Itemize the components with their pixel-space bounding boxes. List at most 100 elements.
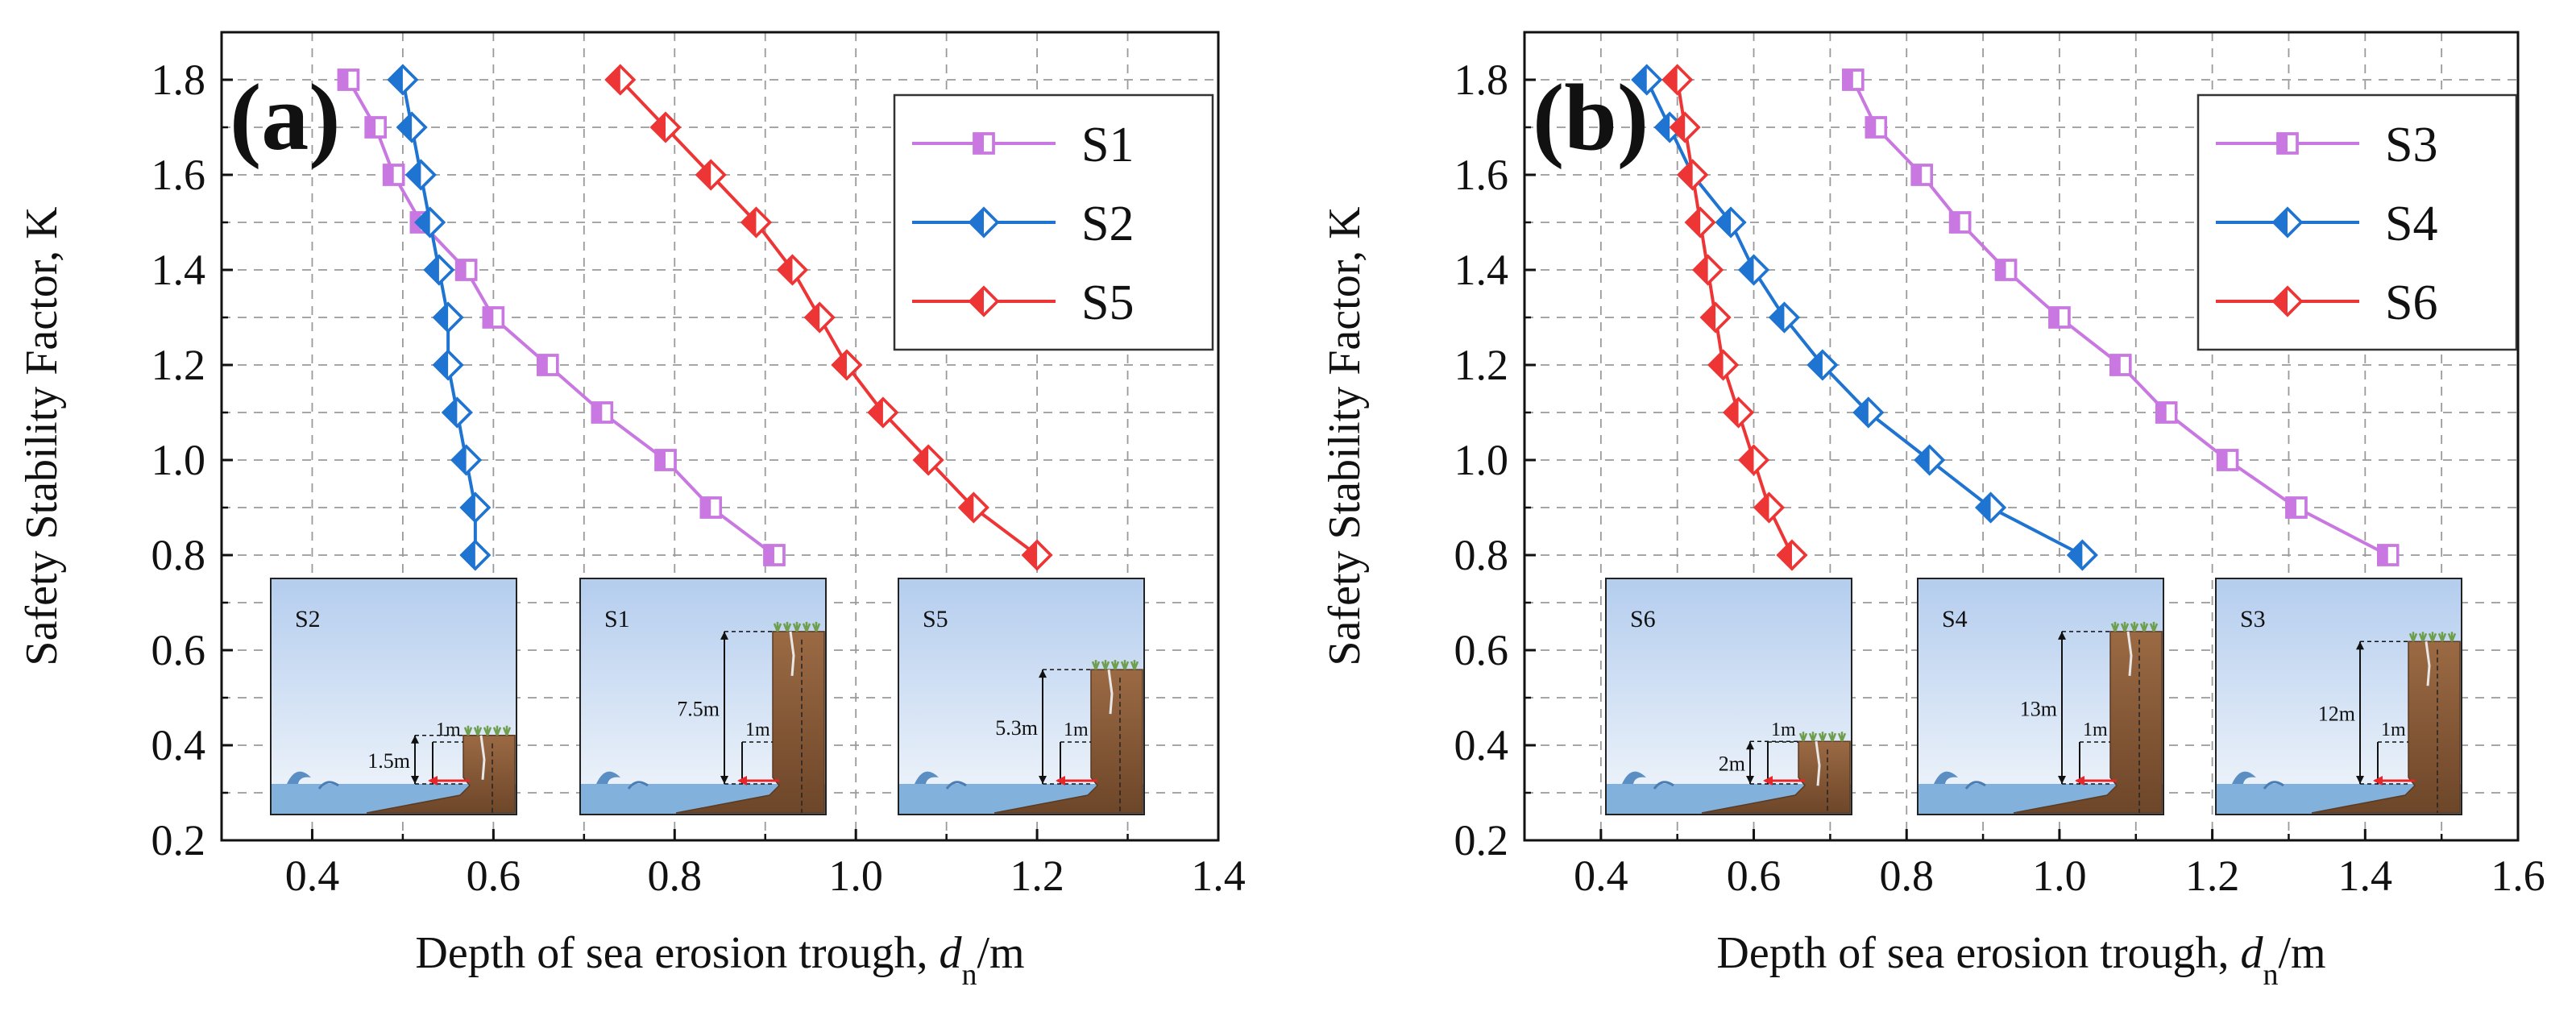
- x-tick-label: 1.2: [1010, 852, 1064, 900]
- inset-title: S4: [1942, 606, 1968, 632]
- x-tick-label: 0.4: [1574, 852, 1628, 900]
- data-point: [1914, 444, 1946, 476]
- legend-label: S2: [1081, 197, 1134, 251]
- data-point: [423, 254, 455, 286]
- inset-cliff: [2013, 631, 2163, 814]
- inset-wave: [596, 771, 620, 784]
- panel-label: (a): [230, 64, 341, 170]
- y-axis: 0.2 0.4 0.6 0.8 1.0 1.2 1.4 1.6 1.8: [1454, 56, 1536, 864]
- x-tick-label: 1.4: [1191, 852, 1246, 900]
- data-point: [2066, 539, 2098, 571]
- inset-trough-label: 1m: [1064, 719, 1089, 740]
- inset-trough-label: 1m: [436, 719, 461, 740]
- inset-crack: [479, 735, 486, 780]
- data-point: [1631, 64, 1663, 96]
- inset-title: S5: [923, 606, 948, 632]
- data-point: [740, 206, 772, 238]
- series-s3: [1842, 68, 2400, 566]
- data-point: [404, 159, 437, 191]
- legend-label: S1: [1081, 118, 1134, 172]
- inset-wave: [2263, 781, 2284, 790]
- inset-wave: [945, 781, 967, 790]
- inset-wave: [1653, 781, 1674, 790]
- series-s6: [1661, 64, 1808, 571]
- series-s1: [337, 68, 786, 566]
- x-tick-label: 1.0: [828, 852, 883, 900]
- inset-title: S6: [1630, 606, 1656, 632]
- data-point: [957, 491, 989, 524]
- inset-crack: [2425, 641, 2431, 686]
- y-tick-label: 1.2: [151, 341, 206, 389]
- y-tick-label: 0.4: [151, 721, 206, 769]
- data-point: [1021, 539, 1053, 571]
- inset-s6: S6 2m 1m: [1605, 578, 1852, 815]
- data-point: [591, 401, 614, 424]
- inset-wave: [1934, 771, 1958, 784]
- data-point: [803, 301, 836, 334]
- inset-height-label: 5.3m: [995, 716, 1038, 740]
- data-point: [1677, 159, 1709, 191]
- legend: S1 S2 S5: [893, 93, 1214, 351]
- data-point: [537, 354, 559, 376]
- inset-s5: S5 5.3m 1m: [898, 578, 1145, 815]
- panel-label: (b): [1533, 64, 1649, 170]
- y-tick-label: 1.6: [1454, 151, 1509, 199]
- x-tick-label: 1.6: [2491, 852, 2545, 900]
- data-point: [482, 306, 505, 329]
- data-point: [831, 349, 863, 381]
- y-axis: 0.2 0.4 0.6 0.8 1.0 1.2 1.4 1.6 1.8: [151, 56, 233, 864]
- inset-wave: [287, 771, 311, 784]
- legend-label: S4: [2385, 197, 2437, 251]
- x-tick-label: 0.6: [467, 852, 521, 900]
- inset-s2: S2 1.5m 1m: [270, 578, 517, 815]
- legend-marker: [2271, 206, 2304, 238]
- y-tick-label: 0.8: [1454, 531, 1509, 579]
- data-point: [1769, 301, 1800, 334]
- data-point: [776, 254, 808, 286]
- inset-crack: [1107, 669, 1114, 715]
- y-tick-label: 0.6: [151, 626, 206, 674]
- inset-cliff: [366, 735, 516, 814]
- x-axis: 0.4 0.6 0.8 1.0 1.2 1.4 1.6: [1574, 829, 2545, 900]
- y-axis-label: Safety Stability Factor, K: [17, 206, 67, 665]
- inset-cliff: [1701, 740, 1851, 814]
- inset-s1: S1 7.5m 1m: [579, 578, 827, 815]
- y-tick-label: 1.8: [151, 56, 206, 104]
- inset-grass: [1798, 732, 1847, 742]
- legend-entry-s1: S1: [912, 118, 1134, 172]
- data-point: [382, 164, 405, 186]
- x-axis-label: Depth of sea erosion trough, dn/m: [1716, 928, 2325, 992]
- inset-wave: [1964, 781, 1986, 790]
- y-tick-label: 1.4: [151, 246, 206, 294]
- legend-marker: [973, 132, 995, 155]
- data-point: [432, 301, 464, 334]
- inset-title: S3: [2240, 606, 2266, 632]
- inset-trough-label: 1m: [2381, 719, 2406, 740]
- y-tick-label: 1.8: [1454, 56, 1509, 104]
- y-tick-label: 0.8: [151, 531, 206, 579]
- inset-cliff: [2311, 641, 2461, 814]
- data-point: [454, 259, 478, 281]
- legend-label: S3: [2385, 118, 2437, 172]
- data-point: [649, 111, 682, 143]
- y-axis-label: Safety Stability Factor, K: [1320, 206, 1370, 665]
- inset-grass: [773, 621, 821, 632]
- inset-height-label: 1.5m: [367, 749, 410, 773]
- inset-wave: [2232, 771, 2256, 784]
- inset-cliff: [993, 669, 1143, 814]
- data-point: [387, 64, 419, 96]
- legend-marker: [2276, 132, 2299, 155]
- legend-marker: [968, 285, 1000, 317]
- legend-entry-s4: S4: [2216, 197, 2437, 251]
- legend-marker: [2271, 285, 2304, 317]
- data-point: [1684, 206, 1716, 238]
- data-point: [1715, 206, 1747, 238]
- inset-grass: [2110, 621, 2159, 632]
- inset-trough-label: 1m: [2083, 719, 2108, 740]
- plot-frame: [1523, 31, 2520, 842]
- data-point: [2285, 496, 2308, 519]
- inset-s3: S3 12m 1m: [2215, 578, 2462, 815]
- legend-label: S6: [2385, 276, 2437, 330]
- legend-entry-s3: S3: [2216, 118, 2437, 172]
- legend-label: S5: [1081, 276, 1134, 330]
